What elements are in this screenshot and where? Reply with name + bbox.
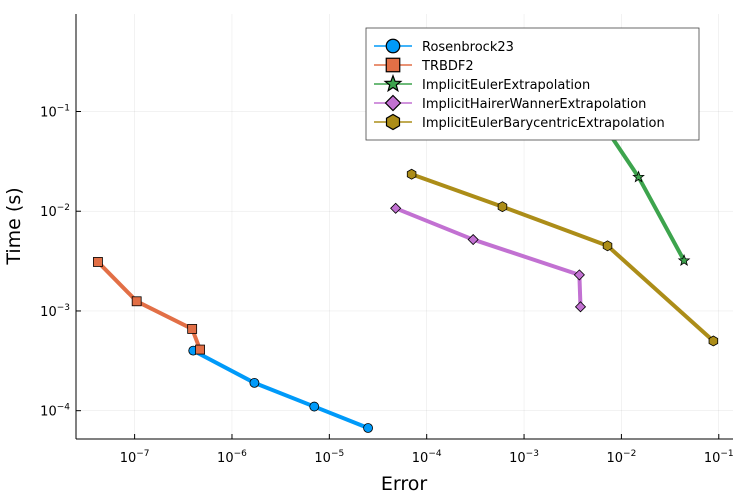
legend: Rosenbrock23 TRBDF2 ImplicitEulerExtrapola…: [365, 27, 700, 141]
x-tick-label: 10−1: [704, 449, 734, 466]
data-point: [406, 168, 417, 180]
data-point: [574, 301, 587, 313]
series-line: [393, 206, 583, 309]
legend-label: ImplicitEulerExtrapolation: [422, 78, 590, 93]
legend-marker: [385, 57, 401, 73]
series-ImplicitHairerWannerExtrapolation: [390, 202, 587, 313]
series-Rosenbrock23: [188, 345, 373, 433]
legend-marker: [385, 38, 401, 54]
x-tick-label: 10−6: [217, 449, 247, 466]
data-point: [309, 401, 320, 412]
data-point: [632, 170, 645, 183]
data-point: [602, 240, 613, 252]
y-tick-label: 10−3: [40, 303, 70, 320]
series-line: [95, 259, 203, 352]
x-axis-label: Error: [381, 473, 428, 495]
data-point: [363, 423, 373, 433]
y-tick-label: 10−4: [40, 403, 70, 420]
data-point: [131, 296, 142, 307]
legend-label: ImplicitHairerWannerExtrapolation: [422, 97, 646, 112]
data-point: [390, 202, 402, 214]
axes: [75, 14, 733, 440]
x-tick-label: 10−5: [314, 449, 344, 466]
data-point: [93, 257, 103, 267]
series-line: [191, 348, 371, 431]
y-ticks: 10−4 10−3 10−2 10−1: [40, 104, 81, 420]
series-ImplicitEulerBarycentricExtrapolation: [406, 168, 719, 347]
legend-label: Rosenbrock23: [422, 40, 514, 55]
series-TRBDF2: [93, 257, 205, 355]
legend-label: ImplicitEulerBarycentricExtrapolation: [422, 116, 665, 131]
y-tick-label: 10−2: [40, 203, 70, 220]
data-point: [708, 335, 719, 347]
legend-marker: [385, 113, 401, 131]
x-tick-label: 10−3: [509, 449, 539, 466]
data-point: [187, 324, 198, 334]
data-point: [195, 344, 205, 355]
y-tick-label: 10−1: [40, 104, 70, 121]
x-tick-label: 10−7: [120, 449, 150, 466]
x-tick-label: 10−2: [606, 449, 636, 466]
legend-marker: [384, 94, 402, 112]
legend-marker: [383, 74, 403, 93]
series-line: [409, 172, 716, 343]
data-point: [497, 201, 508, 213]
data-point: [573, 269, 585, 281]
legend-label: TRBDF2: [421, 59, 474, 74]
data-point: [249, 377, 260, 388]
x-tick-label: 10−4: [412, 449, 442, 466]
x-ticks: 10−7 10−6 10−5 10−4 10−3 10−2 10−1: [120, 434, 734, 466]
data-point: [677, 253, 691, 266]
y-axis-label: Time (s): [3, 187, 25, 265]
legend-box: [365, 27, 700, 141]
data-point: [467, 233, 479, 246]
